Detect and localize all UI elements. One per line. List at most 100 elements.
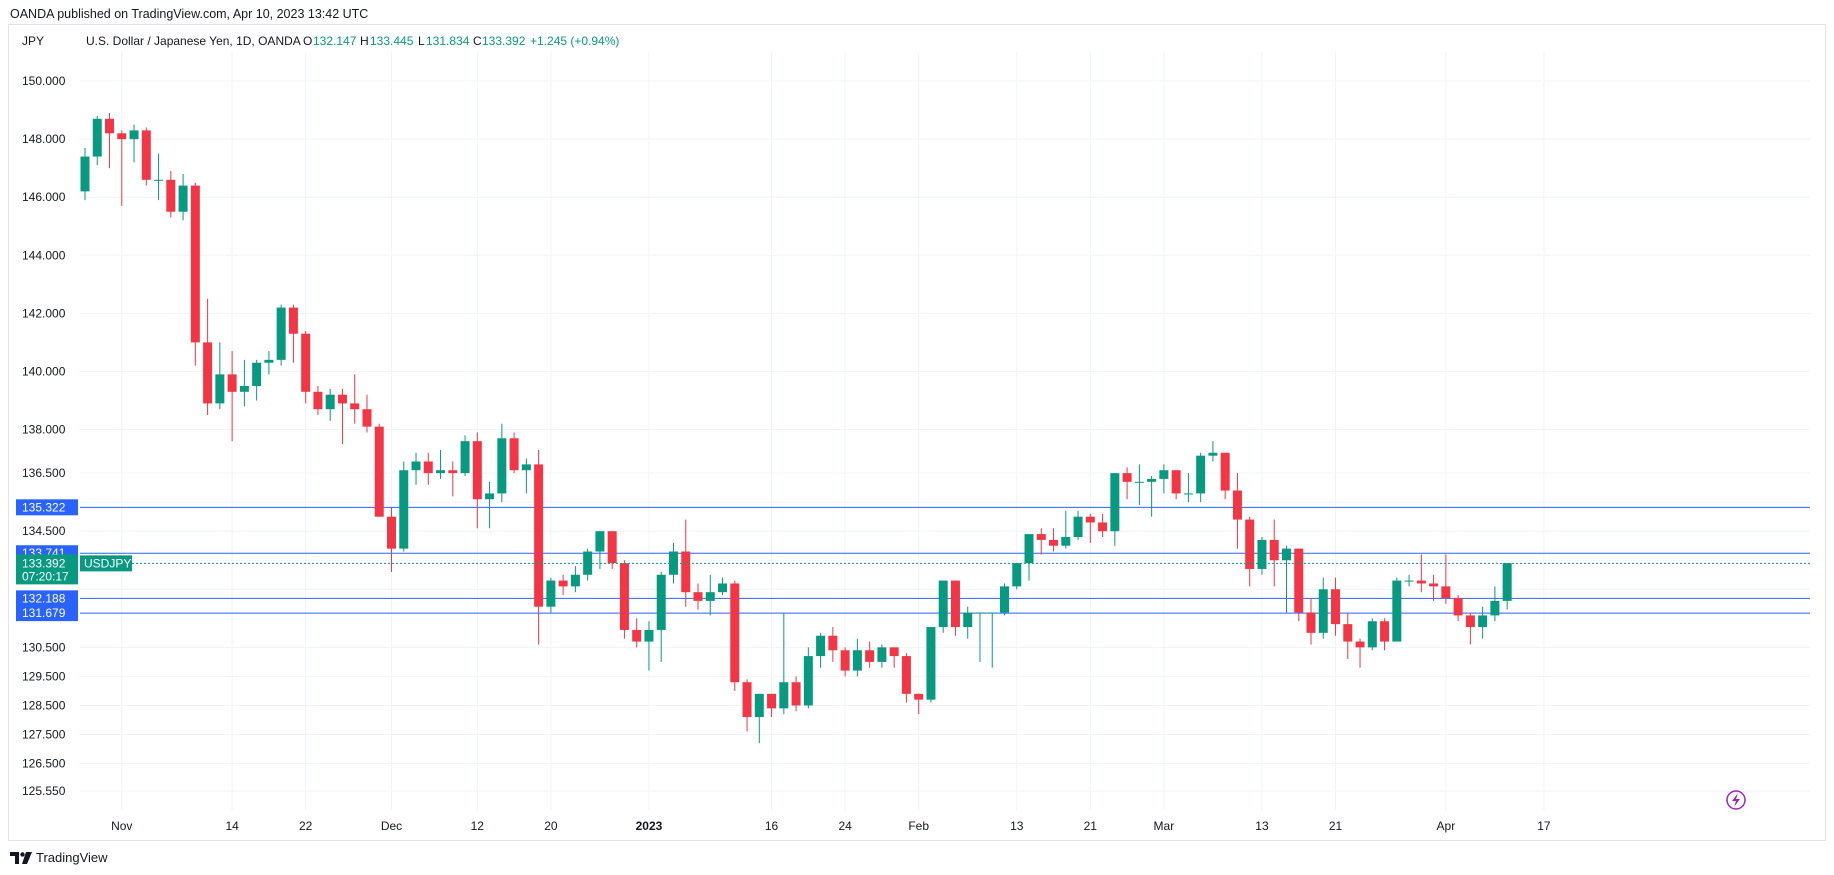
candle[interactable] [852, 638, 862, 677]
candle[interactable] [1453, 595, 1463, 622]
candle[interactable] [1331, 577, 1341, 636]
candle[interactable] [105, 112, 115, 169]
candle[interactable] [1367, 618, 1377, 651]
candle[interactable] [1416, 554, 1426, 593]
candle[interactable] [779, 612, 789, 715]
candle[interactable] [877, 644, 887, 668]
candle[interactable] [1232, 473, 1242, 549]
candle[interactable] [1380, 618, 1390, 651]
candle[interactable] [754, 693, 764, 744]
candle[interactable] [1245, 516, 1255, 587]
candle[interactable] [1294, 548, 1304, 622]
candle[interactable] [92, 115, 102, 166]
candle[interactable] [411, 452, 421, 485]
candle[interactable] [423, 452, 433, 485]
candle[interactable] [521, 458, 531, 494]
candle[interactable] [619, 560, 629, 639]
candle[interactable] [436, 449, 446, 479]
candle[interactable] [448, 461, 458, 497]
candle[interactable] [1441, 554, 1451, 604]
candle[interactable] [387, 507, 396, 572]
candle[interactable] [178, 173, 188, 221]
candle[interactable] [803, 647, 813, 709]
candle[interactable] [901, 653, 911, 703]
candle[interactable] [325, 388, 335, 421]
candle[interactable] [203, 298, 213, 416]
candle[interactable] [497, 423, 507, 503]
candle[interactable] [1343, 612, 1353, 659]
candle[interactable] [1281, 545, 1291, 613]
candle[interactable] [166, 171, 176, 218]
candle[interactable] [1085, 513, 1095, 543]
candle[interactable] [1098, 513, 1108, 538]
candle[interactable] [1404, 574, 1414, 587]
candle[interactable] [485, 481, 495, 529]
candle[interactable] [1171, 470, 1181, 500]
candle[interactable] [337, 388, 347, 445]
candle[interactable] [950, 580, 960, 636]
candle[interactable] [350, 374, 360, 424]
candle[interactable] [1208, 441, 1218, 462]
candle[interactable] [570, 566, 580, 593]
candle[interactable] [1012, 563, 1022, 590]
candle[interactable] [301, 330, 311, 404]
candle[interactable] [914, 693, 924, 715]
candle[interactable] [1049, 528, 1059, 552]
candle[interactable] [472, 432, 482, 529]
candle[interactable] [264, 351, 274, 375]
candle[interactable] [656, 571, 666, 662]
candle[interactable] [1490, 586, 1500, 622]
candle[interactable] [889, 647, 899, 668]
candle[interactable] [288, 304, 298, 363]
candle[interactable] [1073, 510, 1083, 540]
candle[interactable] [460, 435, 470, 477]
candle[interactable] [1134, 464, 1144, 506]
tradingview-footer[interactable]: TradingView [10, 850, 108, 865]
candle[interactable] [313, 385, 323, 416]
candle[interactable] [1392, 577, 1402, 642]
candle[interactable] [558, 574, 568, 596]
lightning-icon[interactable] [1726, 790, 1746, 810]
candle[interactable] [595, 531, 605, 569]
candle[interactable] [1429, 574, 1439, 601]
candle[interactable] [276, 304, 286, 366]
candle[interactable] [693, 583, 703, 610]
candle[interactable] [730, 580, 740, 691]
candle[interactable] [1257, 537, 1267, 575]
candle[interactable] [1159, 464, 1169, 494]
candle[interactable] [546, 577, 556, 613]
candle[interactable] [1220, 452, 1230, 500]
candle[interactable] [1000, 583, 1009, 616]
candle[interactable] [632, 618, 642, 648]
candle[interactable] [1061, 510, 1071, 549]
candle[interactable] [1478, 606, 1488, 639]
candle[interactable] [1318, 577, 1328, 639]
candle[interactable] [816, 632, 826, 668]
candle[interactable] [215, 342, 225, 410]
candle[interactable] [252, 359, 262, 401]
candle[interactable] [239, 359, 249, 407]
candle[interactable] [129, 124, 139, 163]
candle[interactable] [141, 127, 151, 186]
candle[interactable] [362, 394, 372, 433]
candle[interactable] [963, 606, 973, 639]
candle[interactable] [1122, 467, 1132, 500]
candle[interactable] [767, 693, 777, 718]
candle[interactable] [1355, 638, 1365, 668]
candle[interactable] [1269, 519, 1279, 587]
candle[interactable] [509, 432, 519, 474]
candle[interactable] [742, 679, 752, 732]
candle[interactable] [80, 147, 90, 201]
candle[interactable] [607, 531, 617, 569]
candle[interactable] [926, 627, 936, 703]
candle[interactable] [865, 641, 875, 668]
candle[interactable] [1110, 473, 1120, 546]
candle[interactable] [190, 182, 200, 366]
candle[interactable] [987, 612, 997, 668]
candle[interactable] [154, 153, 164, 201]
candle[interactable] [1502, 563, 1512, 610]
candle[interactable] [718, 577, 728, 596]
candle[interactable] [1147, 476, 1157, 517]
candle[interactable] [975, 612, 985, 662]
